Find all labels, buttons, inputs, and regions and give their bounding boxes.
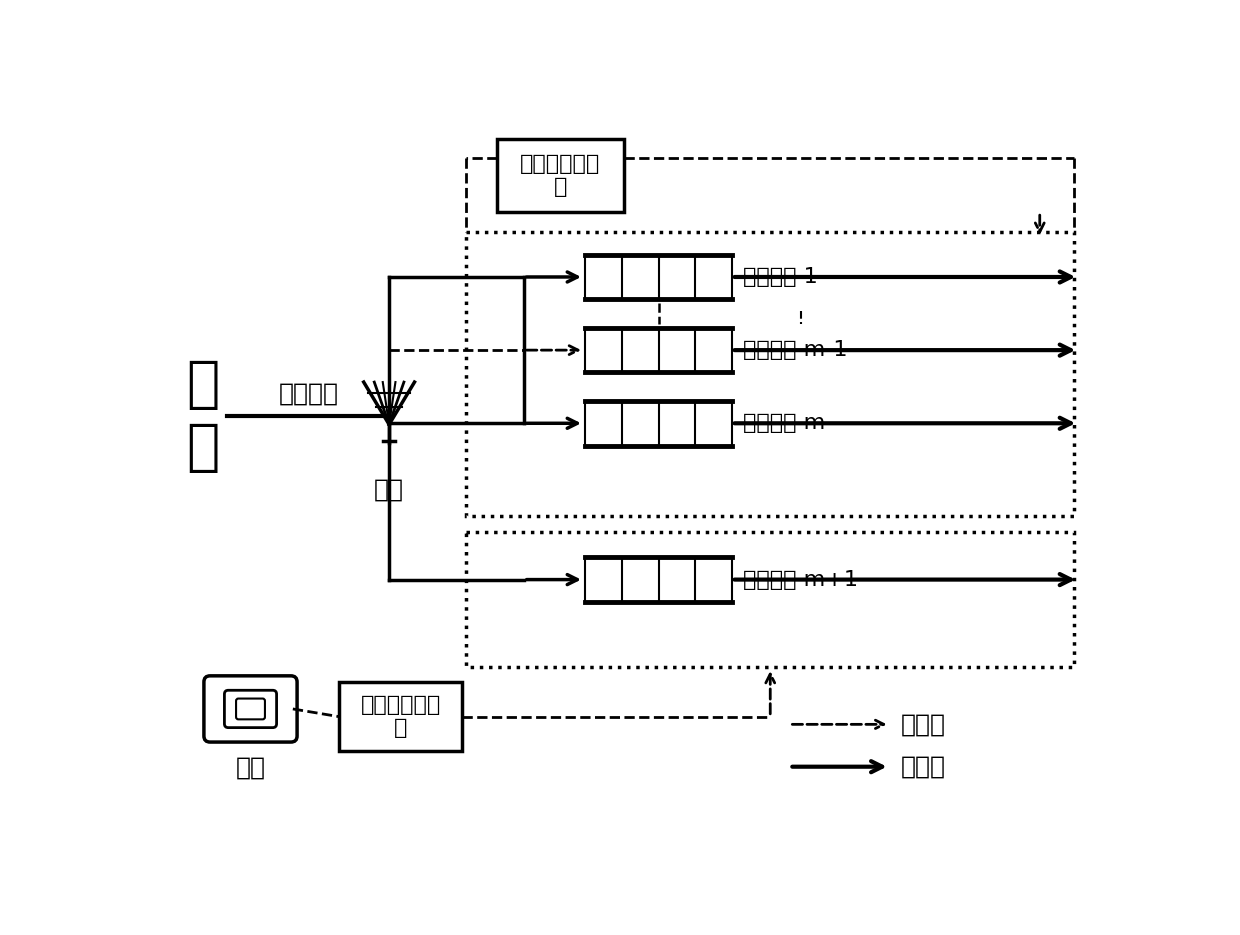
Bar [466,532,1074,667]
FancyBboxPatch shape [224,690,277,727]
Text: 静态的计算资
源: 静态的计算资 源 [521,154,600,197]
FancyBboxPatch shape [236,698,265,719]
Bar [585,401,732,446]
Text: 用户请求: 用户请求 [278,381,339,405]
Text: 服务队列 m-1: 服务队列 m-1 [743,340,848,360]
Text: 服务队列 m: 服务队列 m [743,413,826,433]
Bar [585,328,732,372]
Bar [466,232,1074,516]
FancyBboxPatch shape [203,676,298,742]
Text: 动态的计算资
源: 动态的计算资 源 [361,695,440,739]
Text: 服务队列 1: 服务队列 1 [743,267,818,287]
Text: 基站: 基站 [374,478,404,502]
Text: 用
户: 用 户 [186,358,219,475]
Bar [585,557,732,602]
Text: 任务流: 任务流 [901,755,946,779]
Bar [497,139,624,212]
Text: 资源流: 资源流 [901,712,946,737]
Bar [339,682,463,752]
Text: 车辆: 车辆 [236,755,265,779]
Text: 服务队列 m+1: 服务队列 m+1 [743,569,858,590]
Bar [585,254,732,299]
